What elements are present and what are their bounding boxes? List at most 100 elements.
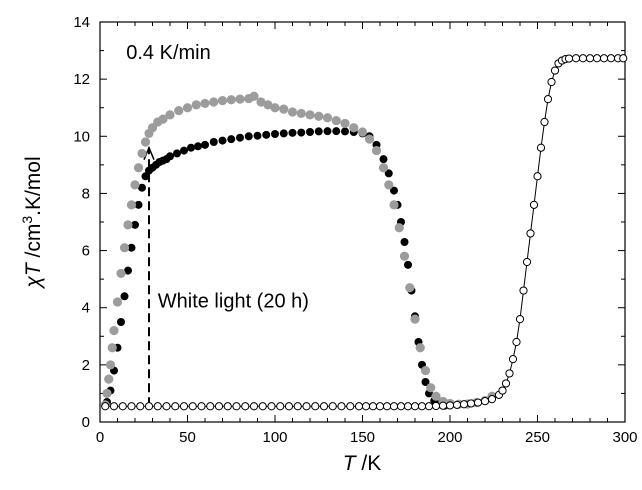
- y-tick-label: 2: [82, 357, 90, 374]
- data-point: [384, 169, 393, 178]
- x-tick-label: 100: [262, 429, 287, 446]
- data-point: [138, 183, 146, 192]
- data-point: [271, 130, 279, 138]
- data-point: [214, 402, 224, 411]
- data-point: [390, 186, 398, 195]
- data-point: [256, 97, 266, 107]
- y-tick-label: 6: [82, 243, 90, 260]
- data-point: [194, 142, 202, 151]
- data-point: [526, 229, 535, 238]
- data-point: [378, 163, 389, 173]
- data-point: [109, 325, 119, 336]
- data-point: [389, 402, 399, 411]
- data-point: [384, 180, 394, 190]
- data-point: [501, 379, 511, 388]
- y-tick-label: 4: [82, 300, 90, 317]
- data-point: [400, 238, 409, 246]
- data-point: [361, 402, 371, 411]
- data-point: [438, 401, 448, 410]
- data-point: [606, 54, 616, 63]
- plot-frame: [99, 21, 626, 423]
- data-point: [173, 149, 181, 158]
- data-point: [323, 127, 332, 136]
- series-filled-gray: [100, 91, 497, 410]
- data-point: [410, 402, 420, 411]
- data-point: [529, 200, 539, 209]
- white-light-annotation: White light (20 h): [158, 291, 309, 313]
- data-point: [227, 135, 236, 144]
- data-point: [452, 400, 462, 409]
- data-point: [314, 111, 324, 121]
- data-point: [209, 97, 219, 107]
- x-tick-label: 0: [96, 429, 104, 446]
- data-point: [276, 402, 285, 411]
- data-point: [519, 286, 528, 295]
- data-point: [116, 268, 126, 279]
- data-point: [180, 146, 188, 155]
- data-point: [405, 283, 415, 293]
- data-point: [241, 402, 250, 411]
- data-point: [102, 388, 112, 399]
- data-point: [311, 402, 320, 411]
- data-point: [127, 243, 136, 252]
- data-point: [420, 365, 431, 376]
- data-point: [547, 77, 556, 87]
- data-point: [137, 148, 147, 159]
- data-point: [267, 402, 276, 411]
- data-point: [375, 402, 385, 411]
- data-point: [293, 402, 302, 411]
- data-point: [302, 402, 311, 411]
- data-point: [357, 127, 368, 137]
- data-point: [262, 130, 271, 139]
- data-point: [306, 128, 314, 136]
- data-point: [404, 260, 412, 269]
- data-point: [297, 128, 306, 137]
- data-point: [191, 100, 201, 110]
- data-point: [543, 95, 553, 104]
- data-point: [187, 143, 195, 152]
- data-point: [118, 402, 127, 411]
- rate-annotation: 0.4 K/min: [126, 42, 210, 64]
- data-point: [382, 402, 392, 411]
- x-tick-label: 300: [612, 429, 637, 446]
- data-point: [179, 402, 189, 411]
- series-filled-black: [103, 127, 449, 410]
- data-point: [459, 400, 469, 409]
- series-open-circles-line: [101, 54, 628, 411]
- y-axis-label: χT /cm3.K/mol: [19, 156, 45, 289]
- data-point: [236, 133, 244, 142]
- data-point: [105, 360, 116, 370]
- data-point: [498, 386, 507, 395]
- x-tick-label: 200: [437, 429, 462, 446]
- data-point: [431, 401, 441, 411]
- data-point: [354, 402, 364, 411]
- data-point: [505, 369, 514, 378]
- data-point: [174, 105, 184, 116]
- x-tick-label: 150: [350, 429, 375, 446]
- data-point: [209, 138, 218, 146]
- data-point: [136, 402, 145, 411]
- data-point: [279, 104, 289, 114]
- data-point: [112, 297, 123, 307]
- data-point: [328, 402, 337, 411]
- x-axis-label: T /K: [343, 452, 382, 475]
- data-point: [120, 292, 129, 301]
- y-tick-label: 12: [73, 71, 90, 88]
- data-point: [284, 402, 294, 411]
- data-point: [599, 54, 609, 63]
- data-point: [480, 397, 490, 406]
- data-point: [415, 343, 425, 353]
- data-point: [226, 95, 236, 105]
- data-point: [140, 137, 151, 147]
- data-point: [515, 315, 525, 324]
- data-series: [100, 54, 628, 411]
- data-point: [232, 402, 241, 411]
- data-point: [466, 399, 476, 408]
- data-point: [364, 134, 375, 144]
- data-point: [379, 155, 388, 164]
- data-point: [322, 113, 333, 123]
- data-point: [158, 114, 168, 124]
- data-point: [123, 220, 133, 230]
- data-point: [410, 314, 420, 324]
- data-point: [512, 337, 521, 347]
